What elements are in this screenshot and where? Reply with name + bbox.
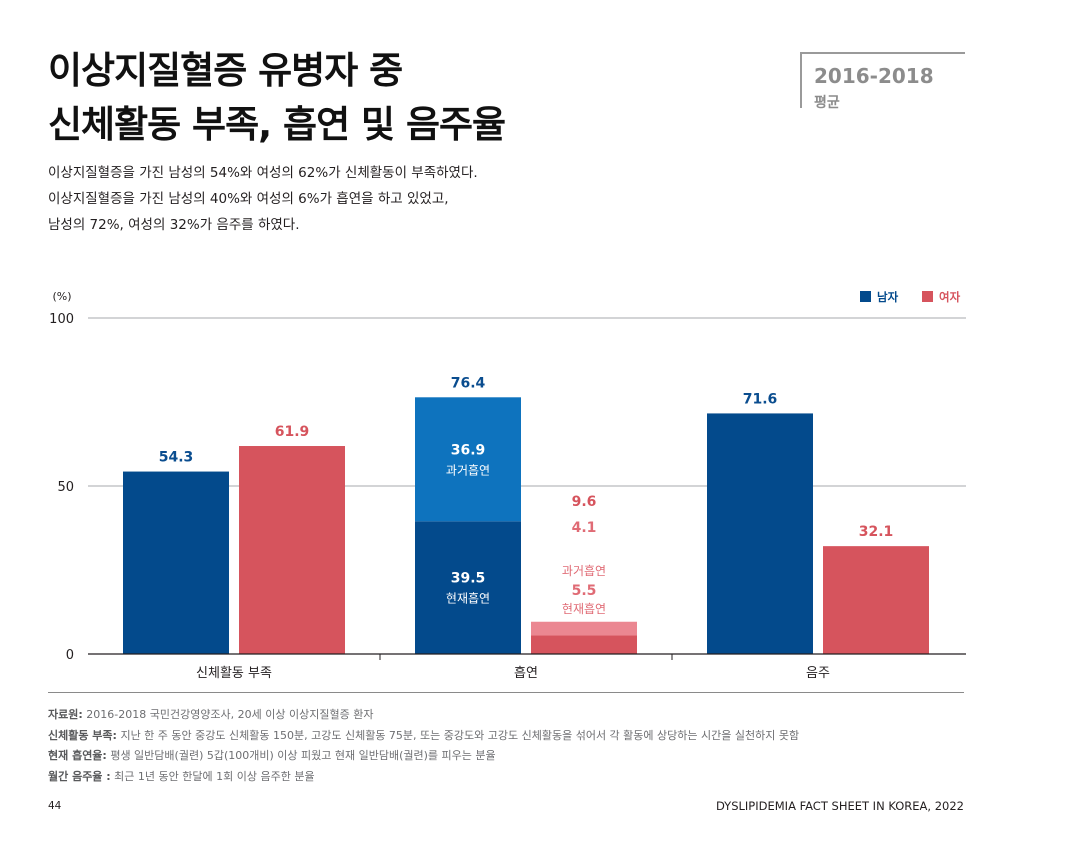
legend-label-1: 여자 xyxy=(939,290,961,304)
period-years: 2016-2018 xyxy=(814,64,934,88)
y-axis-unit-label: (%) xyxy=(52,290,71,303)
footnote-source-label: 자료원: xyxy=(48,708,83,721)
bar-value-label-2-0: 71.6 xyxy=(743,391,778,407)
footnote-drinking-label: 월간 음주율 : xyxy=(48,769,111,783)
bar-value-label-0-0: 54.3 xyxy=(159,450,194,466)
bar-value-label-1-1: 9.6 xyxy=(572,494,597,510)
y-tick-label-50: 50 xyxy=(57,480,74,495)
bar-0-female xyxy=(239,446,345,654)
smoking-female-past-value: 4.1 xyxy=(572,520,597,536)
title-line-1: 이상지질혈증 유병자 중 xyxy=(48,49,403,92)
summary-text: 이상지질혈증을 가진 남성의 54%와 여성의 62%가 신체활동이 부족하였다… xyxy=(48,160,478,238)
footnote-drinking-text: 최근 1년 동안 한달에 1회 이상 음주한 분율 xyxy=(110,769,315,783)
footnote-smoking-text: 평생 일반담배(궐련) 5갑(100개비) 이상 피웠고 현재 일반담배(궐련)… xyxy=(106,749,496,762)
bar-smoking-female-seg-1 xyxy=(531,621,637,636)
smoking-female-past-label: 과거흡연 xyxy=(562,564,606,578)
summary-line-3: 남성의 72%, 여성의 32%가 음주를 하였다. xyxy=(48,217,300,233)
bar-chart: (%) 0 50 100 남자 여자 54.3 61.9 신체활동 부족 39.5 현재흡연 36.9… xyxy=(49,290,966,680)
bar-2-male xyxy=(707,413,813,654)
footnote-source-text: 2016-2018 국민건강영양조사, 20세 이상 이상지질혈증 환자 xyxy=(82,708,374,721)
smoking-male-seg-value-1: 36.9 xyxy=(451,442,486,458)
footnote-source: 자료원: 2016-2018 국민건강영양조사, 20세 이상 이상지질혈증 환… xyxy=(48,705,799,726)
footnote-physical-activity-text: 지난 한 주 동안 중강도 신체활동 150분, 고강도 신체활동 75분, 또… xyxy=(116,728,800,742)
footnote-physical-activity: 신체활동 부족: 지난 한 주 동안 중강도 신체활동 150분, 고강도 신체… xyxy=(48,726,799,747)
x-category-label-0: 신체활동 부족 xyxy=(196,666,272,680)
bar-value-label-0-1: 61.9 xyxy=(275,424,310,440)
period-badge: 2016-2018 평균 xyxy=(800,52,965,111)
bar-value-label-2-1: 32.1 xyxy=(859,524,894,540)
x-category-label-2: 음주 xyxy=(806,666,830,680)
page-title: 이상지질혈증 유병자 중 신체활동 부족, 흡연 및 음주율 xyxy=(48,44,506,152)
legend-swatch-1 xyxy=(922,291,933,302)
footnotes: 자료원: 2016-2018 국민건강영양조사, 20세 이상 이상지질혈증 환… xyxy=(48,705,799,787)
summary-line-1: 이상지질혈증을 가진 남성의 54%와 여성의 62%가 신체활동이 부족하였다… xyxy=(48,165,478,181)
footnote-smoking-label: 현재 흡연율: xyxy=(48,749,107,762)
period-label: 평균 xyxy=(814,95,840,111)
footnote-physical-activity-label: 신체활동 부족: xyxy=(48,728,117,742)
footnote-drinking: 월간 음주율 : 최근 1년 동안 한달에 1회 이상 음주한 분율 xyxy=(48,767,799,788)
y-tick-label-100: 100 xyxy=(49,312,74,327)
bar-value-label-1-0: 76.4 xyxy=(451,375,486,391)
title-line-2: 신체활동 부족, 흡연 및 음주율 xyxy=(48,103,506,146)
x-category-label-1: 흡연 xyxy=(514,666,538,680)
legend-label-0: 남자 xyxy=(877,290,899,304)
y-tick-label-0: 0 xyxy=(66,648,74,663)
publication-name: DYSLIPIDEMIA FACT SHEET IN KOREA, 2022 xyxy=(715,799,964,813)
smoking-male-seg-value-0: 39.5 xyxy=(451,571,486,587)
bar-smoking-female-seg-0 xyxy=(531,635,637,654)
bar-0-male xyxy=(123,471,229,654)
legend-swatch-0 xyxy=(860,291,871,302)
summary-line-2: 이상지질혈증을 가진 남성의 40%와 여성의 6%가 흡연을 하고 있었고, xyxy=(48,191,449,207)
bar-2-female xyxy=(823,546,929,654)
footnote-smoking: 현재 흡연율: 평생 일반담배(궐련) 5갑(100개비) 이상 피웠고 현재 … xyxy=(48,746,799,767)
page-number: 44 xyxy=(48,800,62,812)
smoking-male-seg-label-1: 과거흡연 xyxy=(446,463,490,477)
smoking-female-current-label: 현재흡연 xyxy=(562,602,606,616)
smoking-female-current-value: 5.5 xyxy=(572,583,597,599)
bar-smoking-male-seg-0 xyxy=(415,521,521,654)
bar-smoking-male-seg-1 xyxy=(415,397,521,522)
smoking-male-seg-label-0: 현재흡연 xyxy=(446,592,490,606)
footnote-divider xyxy=(48,692,964,693)
